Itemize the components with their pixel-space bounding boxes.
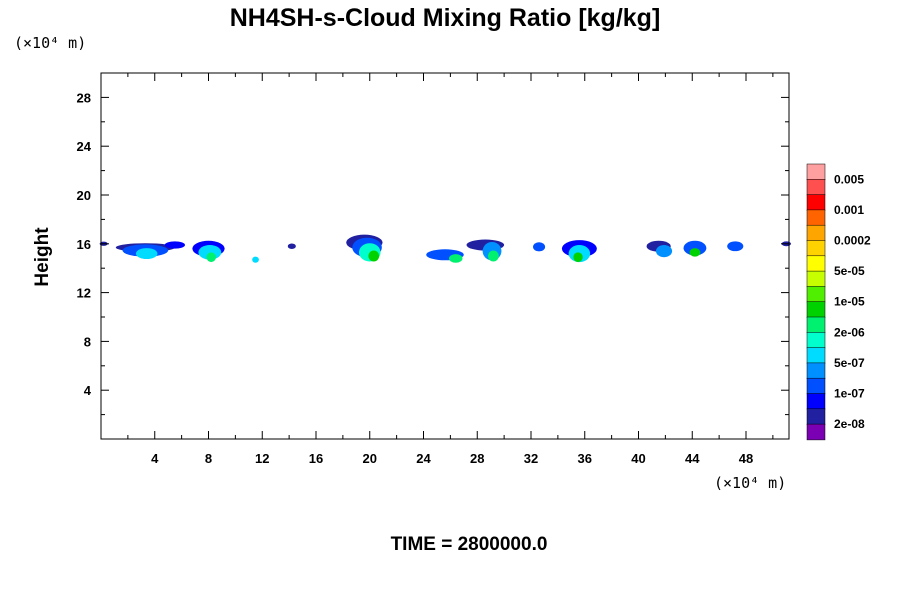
colorbar-swatch [806, 332, 826, 349]
y-tick-label: 8 [84, 334, 91, 349]
colorbar-swatch [806, 316, 826, 334]
time-label: TIME = 2800000.0 [391, 534, 548, 555]
x-tick-label: 12 [255, 451, 269, 466]
cloud-patch-7 [206, 252, 216, 263]
y-tick-label: 20 [77, 188, 91, 203]
cloud-patch-13 [368, 250, 380, 262]
plot-frame [100, 72, 790, 440]
colorbar-swatch [806, 301, 826, 318]
cloud-layer [99, 234, 792, 263]
y-tick-label: 12 [77, 286, 91, 301]
colorbar-label: 5e-05 [834, 264, 865, 278]
y-tick-label: 4 [84, 383, 92, 398]
colorbar-swatch [806, 377, 826, 395]
y-tick-label: 16 [77, 237, 91, 252]
colorbar-swatch [806, 240, 826, 257]
y-axis-title: Height [32, 227, 53, 287]
cloud-patch-15 [449, 254, 463, 263]
colorbar-label: 5e-07 [834, 356, 865, 370]
cloud-patch-26 [689, 248, 701, 257]
colorbar-label: 2e-08 [834, 417, 865, 431]
x-tick-label: 44 [685, 451, 700, 466]
colorbar-label: 0.005 [834, 172, 864, 186]
colorbar-label: 0.001 [834, 203, 864, 217]
y-tick-label: 28 [77, 90, 91, 105]
chart-title: NH4SH-s-Cloud Mixing Ratio [kg/kg] [230, 4, 661, 32]
x-unit-label: (×10⁴ m) [714, 474, 786, 492]
cloud-patch-3 [135, 248, 158, 260]
y-tick-label: 24 [77, 139, 92, 154]
colorbar-swatch [806, 362, 826, 379]
colorbar-swatch [806, 393, 826, 410]
x-tick-label: 16 [309, 451, 323, 466]
x-tick-label: 24 [416, 451, 431, 466]
colorbar-label: 1e-05 [834, 295, 865, 309]
cloud-patch-19 [533, 242, 546, 252]
cloud-patch-8 [252, 256, 259, 263]
cloud-patch-4 [164, 241, 185, 249]
y-unit-label: (×10⁴ m) [14, 34, 86, 52]
x-tick-label: 32 [524, 451, 538, 466]
x-tick-label: 48 [739, 451, 753, 466]
colorbar-swatch [806, 423, 826, 441]
colorbar-label: 2e-06 [834, 325, 865, 339]
colorbar-swatch [806, 194, 826, 211]
colorbar: 0.005 0.001 0.0002 5e-05 1e-05 2e-06 5e-07 1e-0… [806, 163, 871, 441]
cloud-patch-22 [573, 252, 583, 263]
colorbar-swatch [806, 163, 826, 181]
x-tick-label: 20 [363, 451, 377, 466]
x-tick-label: 4 [151, 451, 159, 466]
colorbar-swatch [806, 286, 826, 303]
x-tick-label: 28 [470, 451, 484, 466]
colorbar-swatch [806, 224, 826, 242]
x-tick-label: 8 [205, 451, 212, 466]
cloud-patch-18 [488, 250, 499, 262]
cloud-patch-9 [287, 243, 296, 249]
colorbar-label: 1e-07 [834, 387, 865, 401]
x-tick-label: 36 [578, 451, 592, 466]
colorbar-swatch [806, 408, 826, 425]
cloud-patch-27 [727, 241, 744, 252]
colorbar-swatch [806, 179, 826, 196]
x-tick-label: 40 [631, 451, 645, 466]
colorbar-swatch [806, 347, 826, 364]
colorbar-swatch [806, 270, 826, 288]
colorbar-swatch [806, 255, 826, 272]
colorbar-label: 0.0002 [834, 234, 871, 248]
colorbar-swatch [806, 209, 826, 226]
cloud-patch-24 [655, 245, 673, 258]
